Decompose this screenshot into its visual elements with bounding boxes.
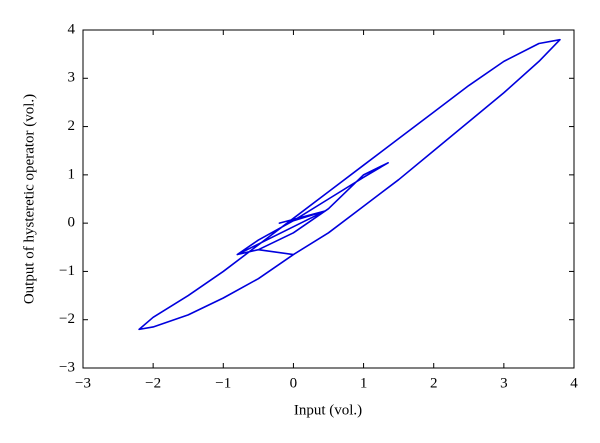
y-tick-label: 0 [68, 215, 76, 231]
x-tick-label: 3 [500, 375, 508, 391]
x-tick-label: 4 [570, 375, 578, 391]
y-tick-label: −2 [59, 311, 75, 327]
x-tick-label: −3 [75, 375, 91, 391]
data-line [138, 38, 561, 331]
x-tick-label: 2 [430, 375, 438, 391]
plot-frame [82, 29, 575, 369]
x-tick-label: 1 [360, 375, 368, 391]
y-tick-label: −3 [59, 359, 75, 375]
y-tick-label: 1 [68, 166, 76, 182]
y-tick-label: 3 [68, 70, 76, 86]
x-tick-label: −2 [145, 375, 161, 391]
y-axis-label: Output of hysteretic operator (vol.) [21, 94, 37, 304]
y-tick-label: 2 [68, 118, 76, 134]
y-tick-label: −1 [59, 263, 75, 279]
x-axis-label: Input (vol.) [294, 402, 362, 418]
x-tick-label: −1 [215, 375, 231, 391]
y-tick-label: 4 [68, 21, 76, 37]
x-tick-label: 0 [290, 375, 298, 391]
